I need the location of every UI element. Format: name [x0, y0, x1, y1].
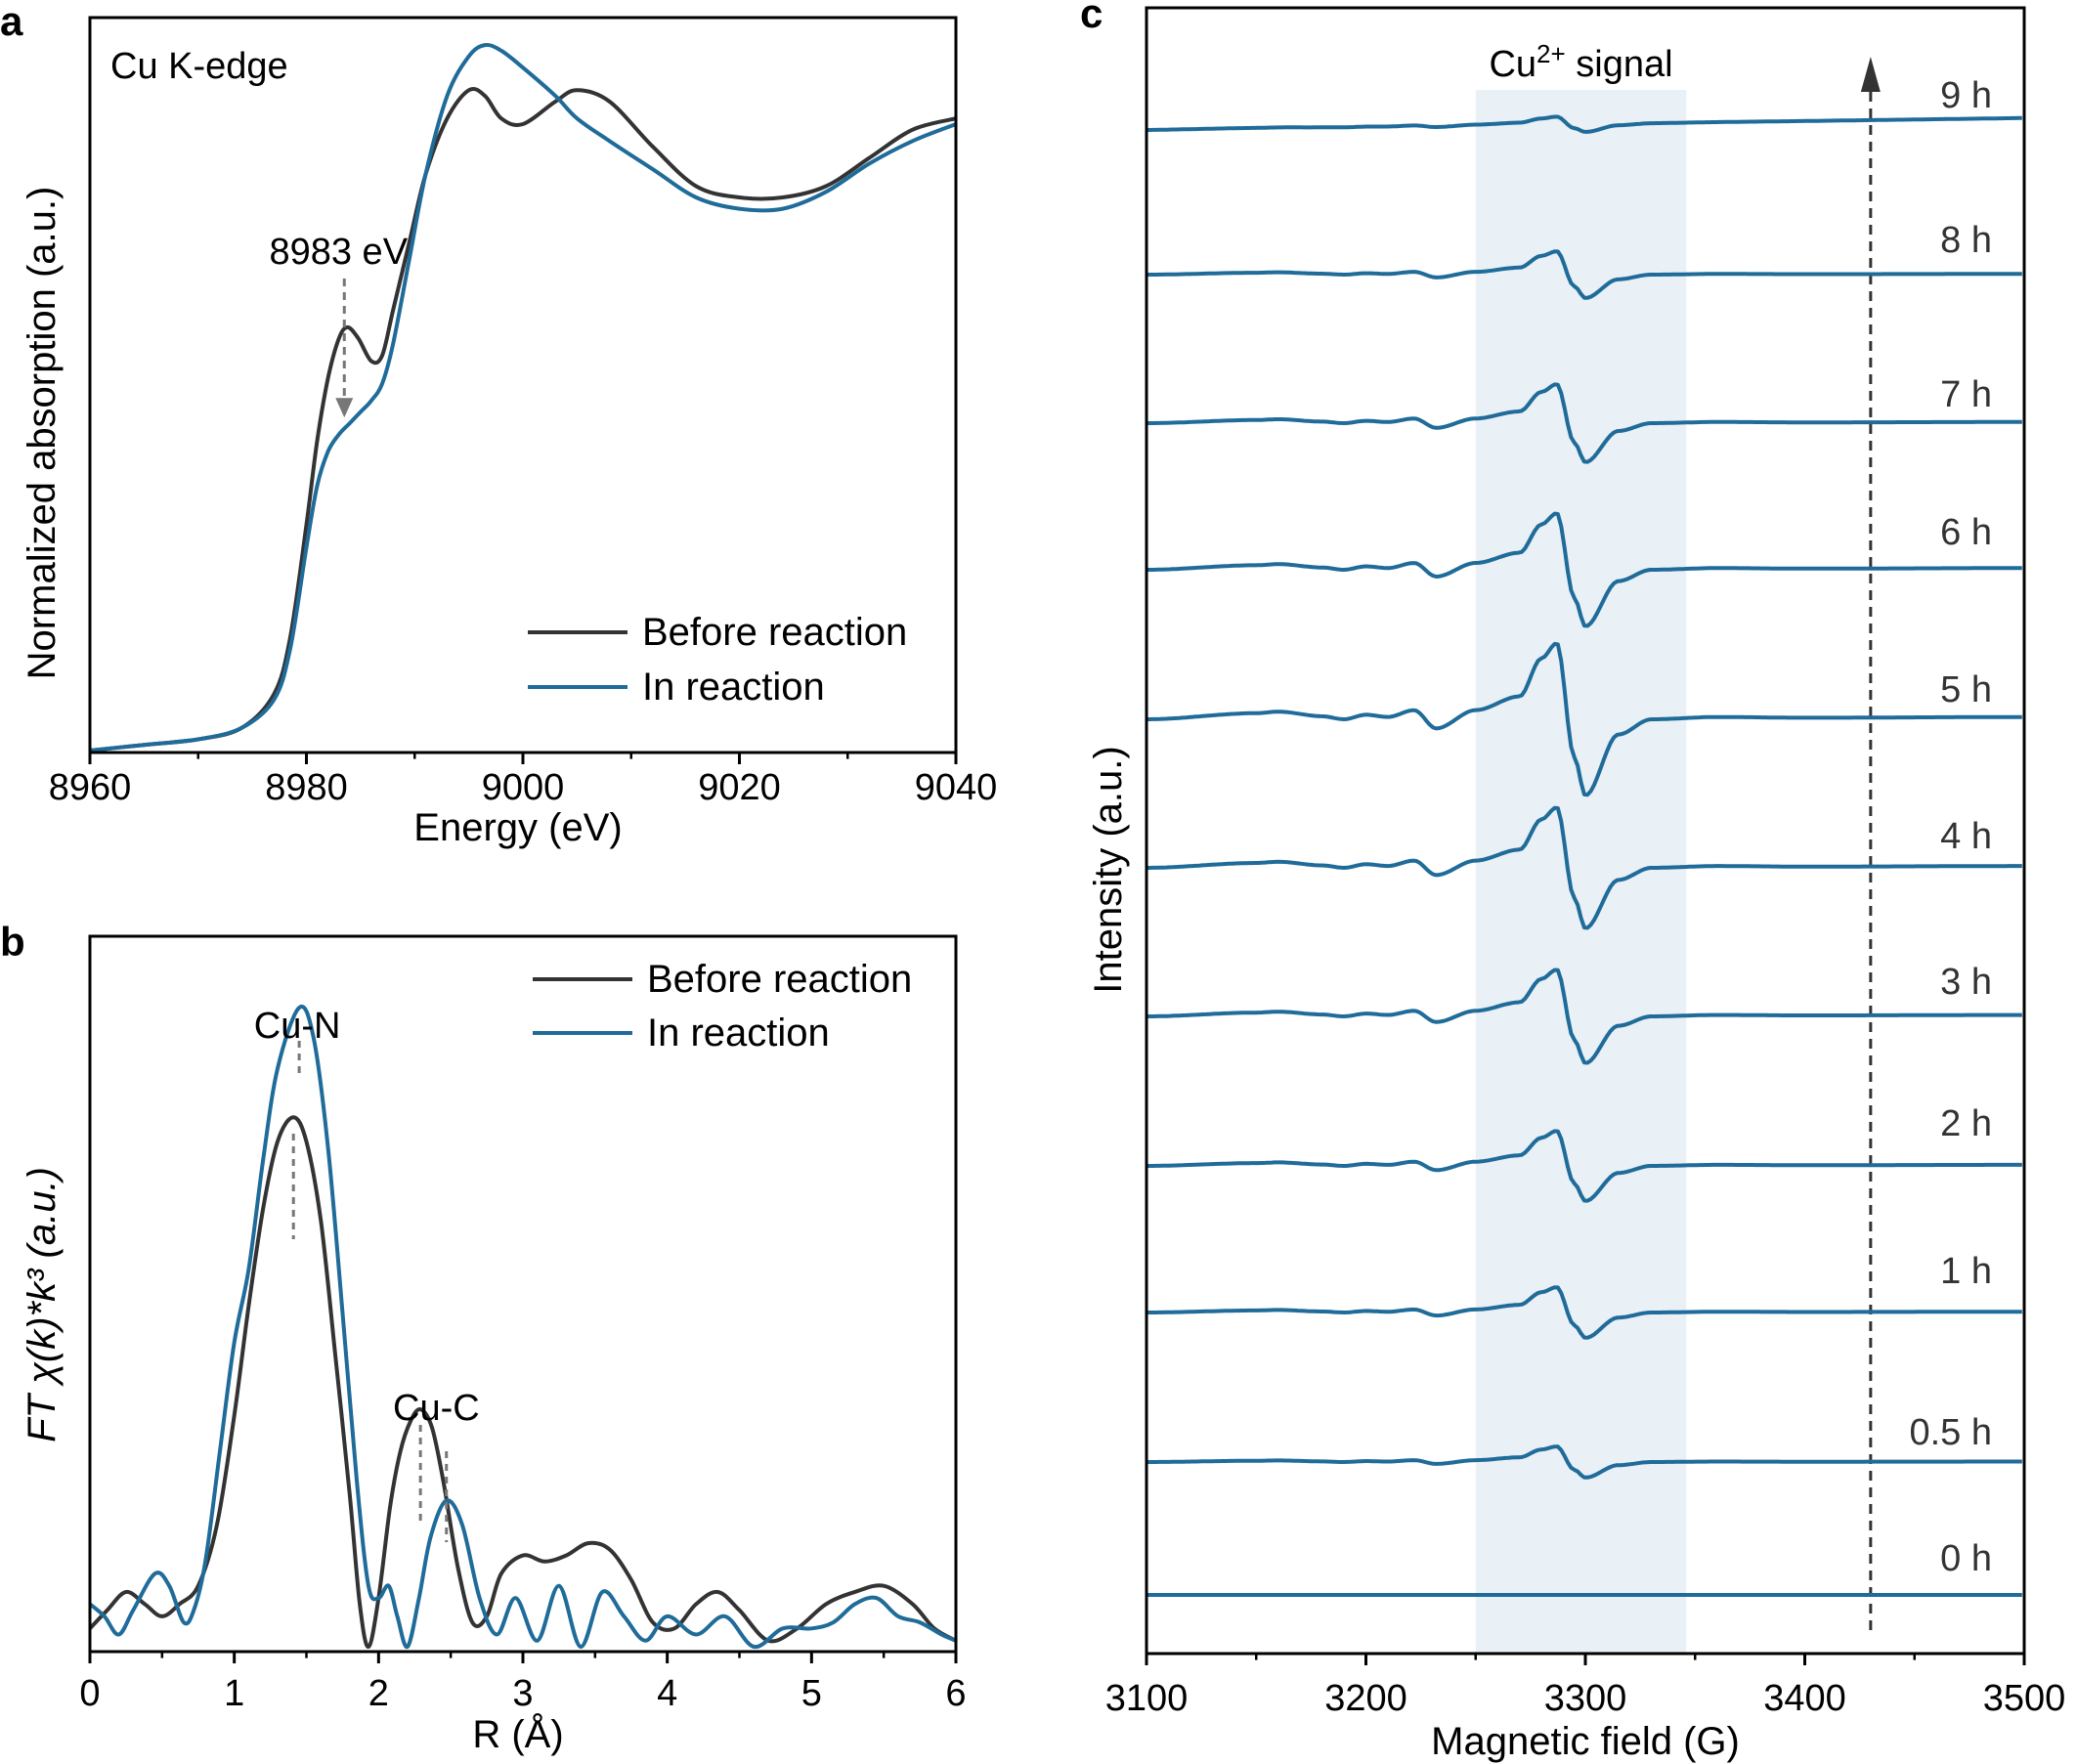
time-label: 1 h	[1940, 1251, 1992, 1292]
epr-spectrum-0-5-h	[1147, 1444, 2022, 1480]
time-label: 2 h	[1940, 1103, 1992, 1144]
epr-spectrum-7-h	[1147, 382, 2022, 464]
panel-a-xtick-label: 8960	[49, 767, 132, 808]
panel-b-xtick-label: 3	[512, 1673, 533, 1714]
legend-in-reaction-label: In reaction	[642, 666, 825, 709]
panel-a-annotation: 8983 eV	[269, 232, 409, 418]
panel-b-xtick-label: 0	[79, 1673, 100, 1714]
panel-b-annotations: Cu-N Cu-C	[254, 1006, 480, 1429]
legend-before-label: Before reaction	[642, 611, 907, 654]
panel-a-xtick-label: 9040	[915, 767, 998, 808]
panel-a-xtick-label: 9020	[698, 767, 781, 808]
panel-c-xtick-label: 3500	[1983, 1678, 2066, 1719]
cu2-signal-region	[1475, 90, 1687, 1654]
series-in-reaction	[89, 42, 957, 753]
time-arrowhead	[1860, 57, 1881, 92]
time-label: 7 h	[1940, 374, 1992, 415]
panel-a-plot-area	[89, 42, 957, 753]
time-label: 6 h	[1940, 512, 1992, 553]
epr-spectrum-6-h	[1147, 511, 2022, 628]
panel-a-label: a	[0, 0, 23, 44]
time-label: 3 h	[1940, 962, 1992, 1003]
panel-a: a Cu K-edge Normalized absorption (a.u.)…	[0, 0, 997, 849]
panel-b-plot-area	[88, 1004, 957, 1650]
panel-b-xtick-label: 6	[945, 1673, 966, 1714]
epr-spectrum-3-h	[1147, 968, 2022, 1065]
panel-b-frame	[88, 934, 958, 1654]
panel-c-xtick-label: 3300	[1544, 1678, 1627, 1719]
epr-spectrum-4-h	[1147, 805, 2022, 930]
panel-a-xtick-label: 9000	[482, 767, 565, 808]
epr-spectrum-2-h	[1147, 1129, 2022, 1203]
panel-a-legend: Before reaction In reaction	[528, 611, 907, 709]
time-label: 0 h	[1940, 1538, 1992, 1579]
epr-spectrum-1-h	[1147, 1285, 2022, 1340]
epr-spectrum-8-h	[1147, 249, 2022, 300]
panel-c-xtick-label: 3400	[1763, 1678, 1846, 1719]
edge-energy-annotation: 8983 eV	[269, 232, 408, 273]
panel-b-xlabel: R (Å)	[472, 1712, 563, 1756]
panel-c-xlabel: Magnetic field (G)	[1431, 1720, 1740, 1763]
legend-before-label: Before reaction	[647, 958, 912, 1001]
panel-b-ticks: 0 1 2 3 4 5 6	[79, 1652, 967, 1714]
epr-spectrum-5-h	[1147, 641, 2022, 797]
panel-c-plot-area: 9 h 8 h 7 h 6 h 5 h 4 h 3 h 2 h 1 h 0.5 h 0 h	[1147, 75, 2022, 1597]
panel-b-xtick-label: 4	[657, 1673, 677, 1714]
time-label: 8 h	[1940, 220, 1992, 261]
epr-spectrum-9-h	[1147, 114, 2022, 134]
panel-c-ticks: 3100 3200 3300 3400 3500	[1105, 1654, 2066, 1719]
panel-c-ylabel: Intensity (a.u.)	[1087, 746, 1130, 993]
panel-b-xtick-label: 1	[224, 1673, 244, 1714]
panel-c: c Cu2+ signal Intensity (a.u.) Magnetic …	[1080, 0, 2065, 1763]
panel-b-xtick-label: 2	[368, 1673, 389, 1714]
cu2-signal-label: Cu2+ signal	[1489, 39, 1672, 85]
panel-a-title: Cu K-edge	[110, 46, 288, 87]
edge-energy-arrowhead	[335, 398, 354, 418]
panel-b-label: b	[0, 919, 25, 965]
time-label: 0.5 h	[1909, 1412, 1992, 1453]
time-label: 5 h	[1940, 669, 1992, 710]
panel-c-xtick-label: 3200	[1324, 1678, 1407, 1719]
panel-a-frame	[88, 16, 958, 754]
panel-a-xtick-label: 8980	[265, 767, 348, 808]
legend-in-reaction-label: In reaction	[647, 1011, 830, 1054]
panel-b-xtick-label: 5	[801, 1673, 822, 1714]
time-label: 9 h	[1940, 75, 1992, 116]
series-in-reaction	[88, 1004, 957, 1650]
panel-c-xtick-label: 3100	[1105, 1678, 1189, 1719]
panel-a-xlabel: Energy (eV)	[413, 806, 622, 849]
panel-b: b FT χ(k)*k³ (a.u.) R (Å) 0 1 2 3 4 5 6 Cu-N C…	[0, 919, 967, 1756]
panel-a-ticks: 8960 8980 9000 9020 9040	[49, 753, 998, 808]
panel-b-ylabel: FT χ(k)*k³ (a.u.)	[21, 1167, 64, 1442]
cu-c-label: Cu-C	[393, 1388, 480, 1429]
panel-c-label: c	[1080, 0, 1103, 36]
series-before-reaction	[88, 1115, 957, 1650]
panel-b-legend: Before reaction In reaction	[533, 958, 912, 1054]
time-label: 4 h	[1940, 816, 1992, 857]
panel-a-ylabel: Normalized absorption (a.u.)	[21, 187, 64, 680]
panel-c-frame	[1145, 6, 2026, 1656]
cu-n-label: Cu-N	[254, 1006, 341, 1047]
